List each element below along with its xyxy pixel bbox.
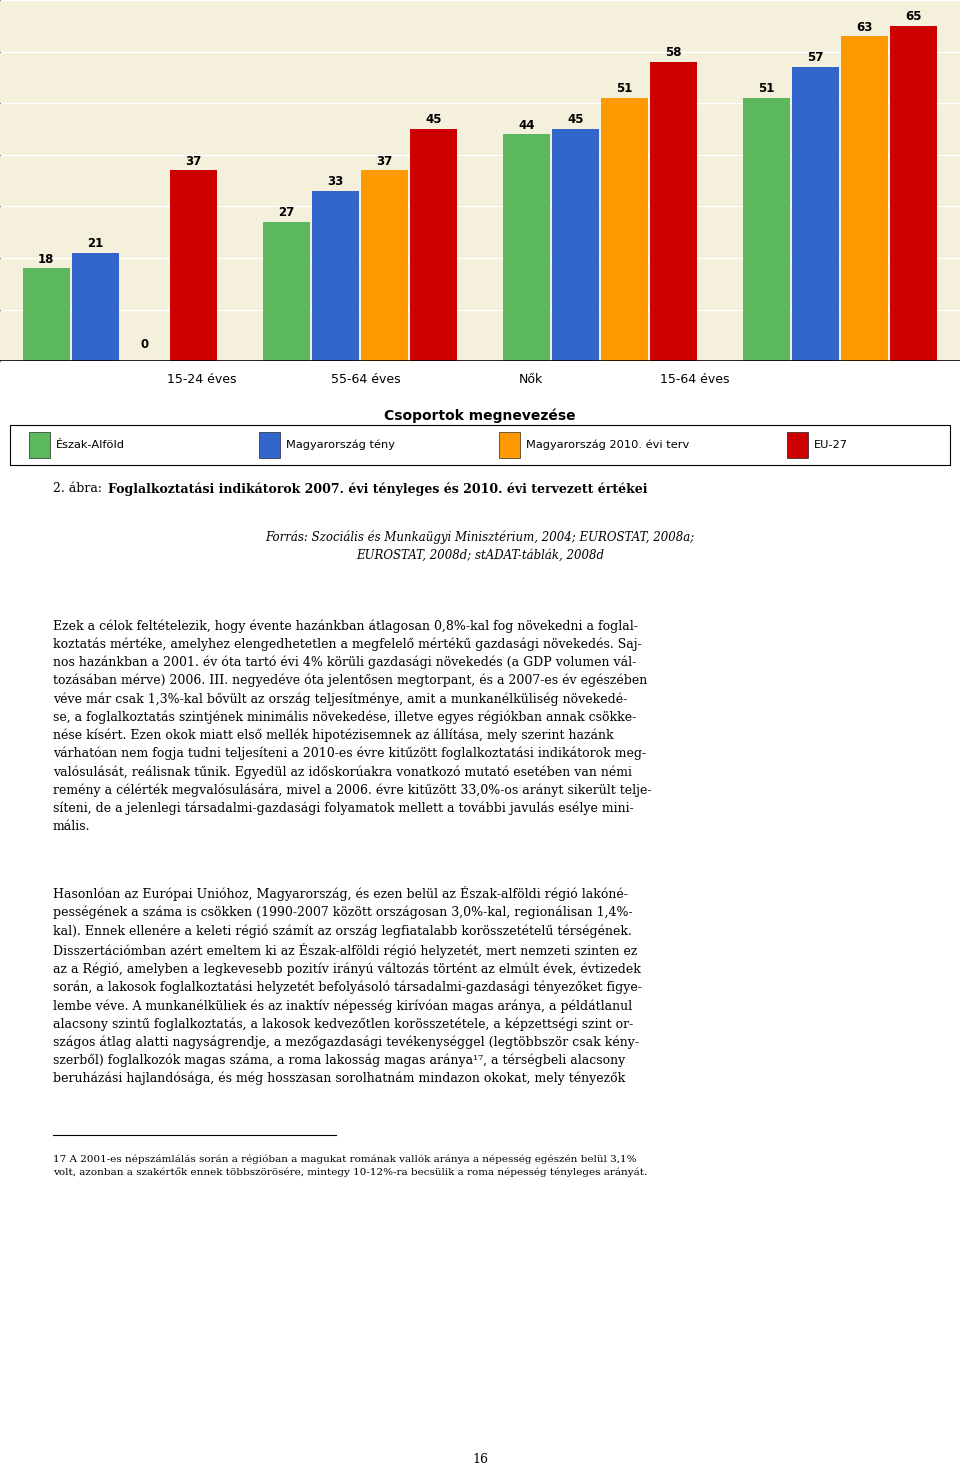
Bar — [72, 254, 119, 361]
Bar — [792, 68, 839, 361]
Bar — [263, 223, 310, 361]
Text: 45: 45 — [567, 113, 584, 127]
Bar — [601, 97, 648, 361]
Bar — [499, 432, 520, 458]
Text: Csoportok megnevezése: Csoportok megnevezése — [384, 408, 576, 423]
Text: Hasonlóan az Európai Unióhoz, Magyarország, és ezen belül az Észak-alföldi régió: Hasonlóan az Európai Unióhoz, Magyarorsz… — [53, 886, 641, 1085]
Bar — [503, 134, 550, 361]
Text: Magyarország 2010. évi terv: Magyarország 2010. évi terv — [526, 439, 689, 451]
Text: 16: 16 — [472, 1453, 488, 1467]
Bar — [890, 27, 937, 361]
Text: 18: 18 — [38, 252, 55, 265]
Bar — [650, 62, 697, 361]
Text: 27: 27 — [278, 206, 295, 220]
Text: Forrás: Szociális és Munkaügyi Minisztérium, 2004; EUROSTAT, 2008a;
EUROSTAT, 20: Forrás: Szociális és Munkaügyi Minisztér… — [265, 531, 695, 562]
Bar — [29, 432, 50, 458]
Text: 51: 51 — [616, 83, 633, 96]
Text: Foglalkoztatási indikátorok 2007. évi tényleges és 2010. évi tervezett értékei: Foglalkoztatási indikátorok 2007. évi té… — [108, 482, 648, 495]
Text: 65: 65 — [905, 10, 922, 24]
Text: 58: 58 — [665, 46, 682, 59]
Text: 17 A 2001-es népszámlálás során a régióban a magukat romának vallók aránya a nép: 17 A 2001-es népszámlálás során a régiób… — [53, 1154, 647, 1178]
Text: EU-27: EU-27 — [814, 441, 848, 450]
Text: Magyarország tény: Magyarország tény — [286, 439, 396, 451]
Bar — [410, 130, 457, 361]
Bar — [787, 432, 808, 458]
Text: 51: 51 — [758, 83, 775, 96]
Text: 21: 21 — [87, 237, 104, 251]
Text: 2. ábra:: 2. ábra: — [53, 482, 106, 495]
Text: Nők: Nők — [518, 373, 542, 386]
Bar — [361, 170, 408, 361]
Text: 0: 0 — [140, 338, 149, 351]
Text: 45: 45 — [425, 113, 442, 127]
Text: Ezek a célok feltételezik, hogy évente hazánkban átlagosan 0,8%-kal fog növekedn: Ezek a célok feltételezik, hogy évente h… — [53, 619, 651, 833]
Text: 37: 37 — [376, 155, 393, 168]
Bar — [312, 192, 359, 361]
Text: 63: 63 — [856, 21, 873, 34]
Bar — [743, 97, 790, 361]
Text: 37: 37 — [185, 155, 202, 168]
Text: 55-64 éves: 55-64 éves — [331, 373, 401, 386]
Text: 15-24 éves: 15-24 éves — [167, 373, 237, 386]
Text: 33: 33 — [327, 175, 344, 189]
Bar — [23, 268, 70, 361]
Text: 44: 44 — [518, 118, 535, 131]
Bar — [841, 37, 888, 361]
Bar — [552, 130, 599, 361]
Text: Észak-Alföld: Észak-Alföld — [56, 441, 125, 450]
Text: 57: 57 — [807, 52, 824, 65]
Text: 15-64 éves: 15-64 éves — [660, 373, 730, 386]
Bar — [170, 170, 217, 361]
Bar — [259, 432, 280, 458]
